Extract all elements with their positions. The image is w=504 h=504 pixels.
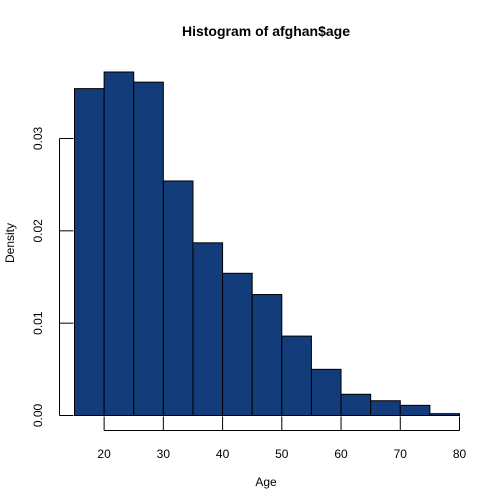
bars-group [74,71,460,417]
x-tick-label-5: 70 [394,447,408,461]
x-tick-label-1: 30 [157,447,171,461]
histogram-bar-3 [162,180,194,416]
y-tick-label-3: 0.03 [31,126,45,150]
histogram-bar-5 [222,272,253,417]
histogram-bar-1 [103,71,135,416]
y-tick-label-1: 0.01 [31,311,45,335]
x-tick-label-4: 60 [334,447,348,461]
y-tick-label-2: 0.02 [31,219,45,243]
x-tick-label-2: 40 [216,447,230,461]
histogram-bar-7 [281,335,312,417]
histogram-bar-4 [192,242,224,416]
histogram-bar-2 [133,81,164,416]
chart-title: Histogram of afghan$age [182,23,350,39]
histogram-bar-12 [429,413,460,417]
x-axis: 20 30 40 50 60 70 80 [97,416,467,461]
histogram-bar-10 [370,400,401,416]
x-axis-label: Age [255,475,277,489]
x-tick-label-6: 80 [453,447,467,461]
y-tick-label-0: 0.00 [31,403,45,427]
x-tick-label-0: 20 [97,447,111,461]
histogram-bar-11 [399,404,431,417]
histogram-bar-9 [340,393,372,416]
y-axis: 0.00 0.01 0.02 0.03 [31,126,74,427]
x-tick-label-3: 50 [275,447,289,461]
histogram-bar-6 [251,294,283,416]
histogram-bar-8 [310,368,342,417]
histogram-bar-0 [74,88,105,416]
y-axis-label: Density [3,223,17,263]
